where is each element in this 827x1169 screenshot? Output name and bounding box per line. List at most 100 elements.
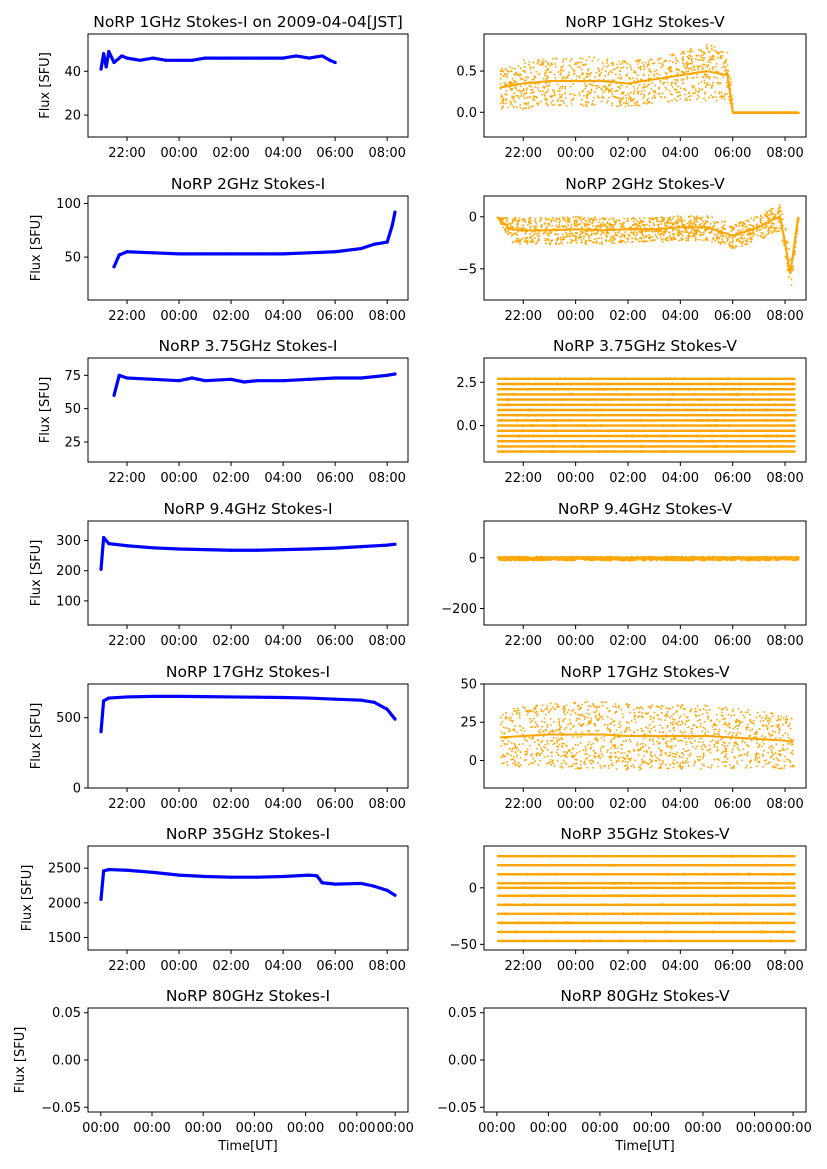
data-point (557, 558, 560, 561)
data-point (545, 103, 548, 105)
data-point (635, 227, 638, 229)
data-point (516, 240, 518, 242)
data-point (728, 558, 731, 560)
data-point (668, 67, 671, 70)
data-point (609, 90, 611, 92)
data-point (639, 220, 642, 222)
data-point (570, 103, 573, 105)
data-point (646, 99, 648, 102)
data-point (502, 105, 505, 108)
data-point (596, 225, 598, 227)
data-point (713, 418, 717, 422)
data-point (698, 87, 701, 90)
data-point (699, 217, 701, 220)
data-point (697, 217, 700, 219)
series-line (496, 215, 800, 275)
data-point (757, 559, 759, 562)
data-point (745, 711, 747, 714)
data-point (505, 716, 507, 719)
data-point (648, 77, 651, 80)
data-point (650, 71, 653, 73)
data-point (677, 218, 680, 221)
data-point (744, 243, 747, 245)
data-point (731, 241, 734, 244)
data-point (551, 104, 554, 106)
data-point (749, 558, 752, 561)
data-point (508, 555, 511, 558)
data-point (573, 559, 575, 562)
plot-area (499, 44, 800, 114)
x-tick-label: 08:00 (766, 146, 803, 161)
data-point (393, 372, 397, 376)
data-point (571, 233, 574, 235)
data-point (665, 229, 667, 231)
data-point (584, 242, 587, 245)
data-point (653, 224, 655, 226)
data-point (586, 97, 588, 100)
data-point (648, 80, 650, 83)
data-point (636, 744, 638, 747)
data-point (776, 229, 779, 232)
data-point (563, 217, 566, 220)
data-point (627, 220, 629, 223)
data-point (676, 215, 679, 217)
data-point (587, 223, 590, 226)
data-point (611, 64, 614, 66)
data-point (562, 75, 565, 78)
data-point (650, 559, 652, 562)
data-point (585, 103, 587, 106)
data-point (501, 559, 504, 562)
data-point (619, 241, 622, 244)
data-point (535, 429, 539, 433)
data-point (734, 235, 737, 238)
data-point (546, 225, 549, 228)
panel-p1v: 0.00.522:00 00:00 02:00 04:00 06:00 08:00NoRP… (456, 13, 807, 161)
data-point (502, 100, 504, 103)
data-point (511, 77, 514, 80)
data-point (559, 220, 561, 222)
data-point (506, 70, 509, 73)
data-point (601, 217, 604, 220)
data-point (606, 221, 609, 223)
data-point (670, 237, 673, 239)
data-point (777, 759, 779, 761)
data-point (651, 102, 653, 104)
data-point (522, 107, 525, 110)
data-point (772, 216, 774, 219)
series-stokes-v (496, 204, 800, 286)
data-point (795, 240, 797, 242)
data-point (768, 558, 771, 560)
data-point (770, 211, 773, 214)
data-point (656, 216, 658, 219)
data-point (547, 77, 549, 79)
data-point (729, 77, 732, 80)
data-point (555, 242, 557, 244)
y-axis-label: Flux [SFU] (29, 540, 44, 607)
data-point (605, 234, 607, 236)
data-point (729, 101, 731, 104)
data-point (637, 558, 640, 561)
data-point (768, 209, 770, 212)
data-point (792, 256, 795, 259)
data-point (543, 87, 546, 89)
data-point (540, 559, 543, 562)
data-point (545, 78, 548, 81)
data-point (600, 71, 603, 74)
data-point (610, 239, 612, 242)
data-point (120, 54, 124, 58)
data-point (281, 695, 285, 700)
data-point (557, 233, 559, 236)
panel-title: NoRP 9.4GHz Stokes-V (558, 500, 733, 518)
data-point (713, 233, 716, 236)
data-point (631, 434, 635, 438)
data-point (639, 222, 641, 225)
data-point (541, 555, 544, 558)
x-tick-label: 08:00 (368, 797, 405, 812)
data-point (701, 68, 703, 70)
data-point (700, 439, 704, 443)
data-point (629, 64, 632, 66)
data-point (770, 755, 773, 758)
data-point (583, 762, 585, 764)
data-point (579, 223, 581, 225)
data-point (721, 240, 724, 243)
